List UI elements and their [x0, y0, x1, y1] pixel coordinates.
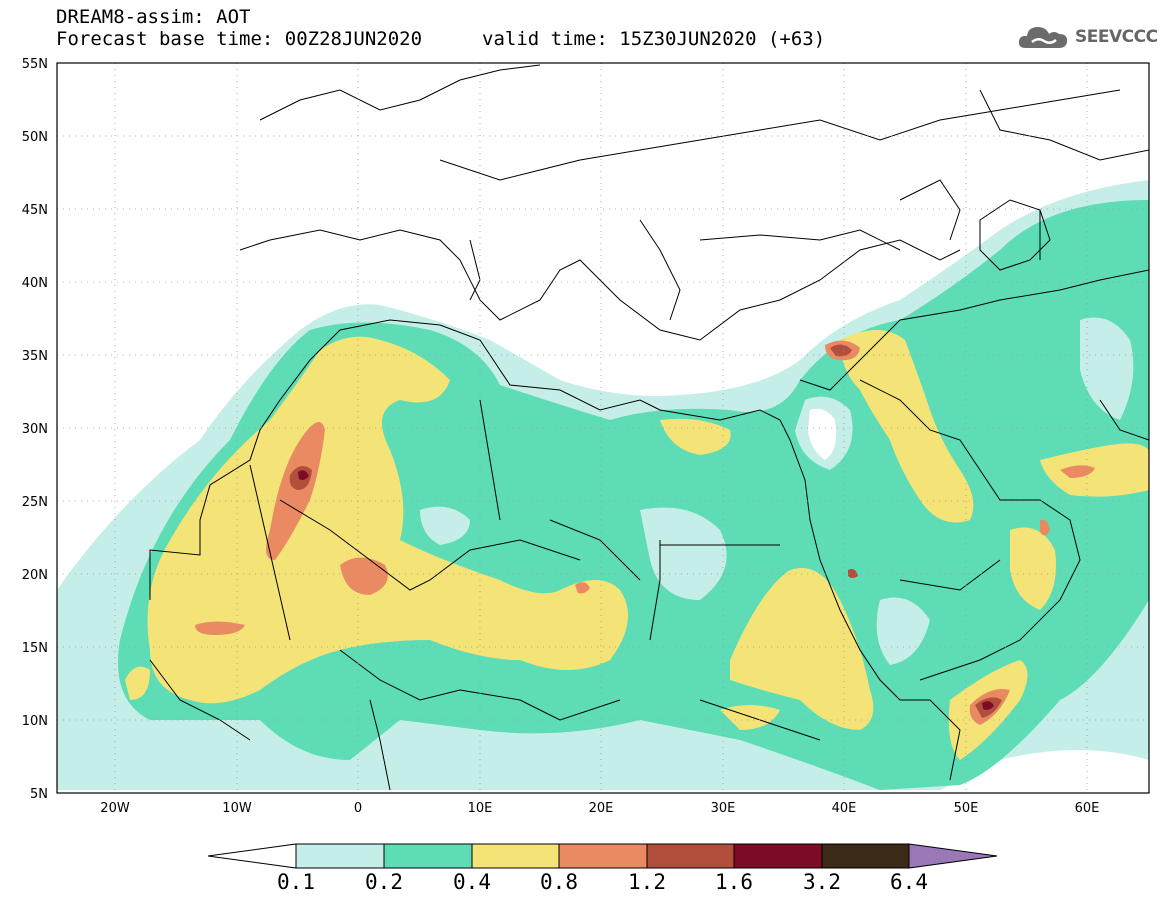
colorbar-swatch [383, 843, 473, 869]
aot-band-0.4 [730, 568, 874, 730]
colorbar-swatch [295, 843, 385, 869]
aot-band-1.6 [298, 470, 309, 480]
cloud-icon [1018, 27, 1068, 48]
lon-tick: 30E [711, 801, 736, 816]
aot-band-1.2 [830, 344, 852, 357]
aot-field [57, 63, 1149, 793]
lat-tick: 45N [22, 203, 48, 218]
colorbar-label: 1.2 [628, 870, 666, 894]
lon-tick: 20E [589, 801, 614, 816]
lat-tick: 50N [22, 130, 48, 145]
colorbar-high-arrow [908, 843, 998, 869]
colorbar-swatch [733, 843, 823, 869]
aot-low-area [1080, 317, 1134, 420]
colorbar-label: 0.8 [540, 870, 578, 894]
seevccc-logo: SEEVCCC [1016, 22, 1158, 52]
lat-tick: 55N [22, 57, 48, 72]
lat-tick: 15N [22, 641, 48, 656]
lon-tick: 20W [100, 801, 130, 816]
coastlines [149, 64, 1149, 791]
aot-low-area [808, 408, 837, 460]
lat-axis: 5N 10N 15N 20N 25N 30N 35N 40N 45N 50N 5… [22, 57, 48, 802]
lon-tick: 10E [468, 801, 493, 816]
aot-low-area [420, 506, 470, 545]
lat-tick: 25N [22, 495, 48, 510]
aot-band-0.8 [1060, 465, 1095, 478]
colorbar [207, 843, 998, 869]
colorbar-label: 0.4 [453, 870, 491, 894]
lon-tick: 50E [954, 801, 979, 816]
lat-tick: 20N [22, 568, 48, 583]
lon-tick: 0 [354, 801, 362, 816]
colorbar-swatch [646, 843, 735, 869]
aot-band-0.8 [1040, 519, 1050, 536]
aot-band-0.4 [660, 418, 731, 455]
colorbar-label: 1.6 [715, 870, 753, 894]
colorbar-label: 0.2 [365, 870, 403, 894]
colorbar-swatch [558, 843, 648, 869]
lat-tick: 30N [22, 422, 48, 437]
aot-band-1.6 [982, 701, 994, 710]
aot-band-0.8 [195, 621, 245, 635]
lon-tick: 40E [832, 801, 857, 816]
colorbar-low-arrow [207, 843, 297, 869]
aot-band-0.8 [340, 557, 388, 595]
aot-band-0.8 [266, 422, 325, 560]
lon-tick: 10W [222, 801, 252, 816]
aot-low-area [876, 597, 930, 665]
lon-axis: 20W 10W 0 10E 20E 30E 40E 50E 60E [100, 801, 1099, 816]
grid-lines [57, 63, 1149, 793]
colorbar-label: 3.2 [803, 870, 841, 894]
map-frame [56, 62, 1150, 794]
aot-band-1.2 [848, 568, 858, 578]
colorbar-swatch [821, 843, 910, 869]
lat-tick: 5N [30, 787, 48, 802]
logo-text: SEEVCCC [1075, 27, 1158, 47]
colorbar-label: 6.4 [890, 870, 928, 894]
lat-tick: 10N [22, 714, 48, 729]
aot-band-0.4 [125, 666, 150, 700]
forecast-base-time: Forecast base time: 00Z28JUN2020 [56, 28, 423, 50]
colorbar-label: 0.1 [277, 870, 315, 894]
aot-band-0.4 [840, 330, 974, 523]
aot-band-0.4 [1010, 527, 1056, 610]
aot-low-area [640, 507, 727, 600]
aot-band-0.8 [575, 582, 590, 594]
lat-tick: 35N [22, 349, 48, 364]
colorbar-swatch [471, 843, 560, 869]
lat-tick: 40N [22, 276, 48, 291]
lon-tick: 60E [1075, 801, 1100, 816]
aot-band-0.4 [1040, 443, 1149, 497]
map-title: DREAM8-assim: AOT [56, 6, 251, 28]
valid-time: valid time: 15Z30JUN2020 (+63) [482, 28, 826, 50]
